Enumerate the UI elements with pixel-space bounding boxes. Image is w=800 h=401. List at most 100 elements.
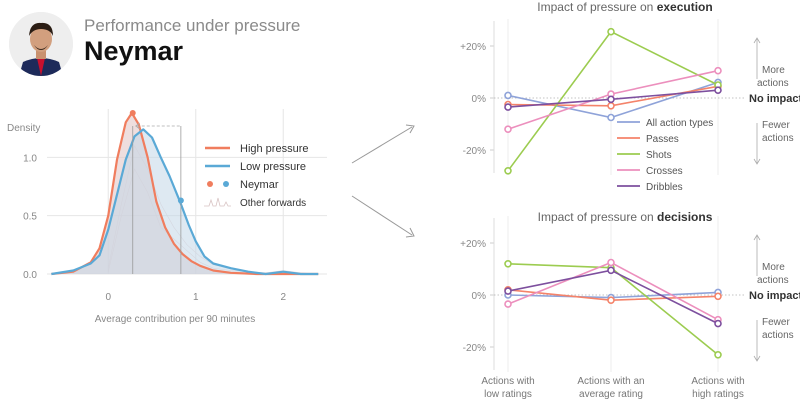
decisions-chart: Impact of pressure on decisions +20% 0% -2… <box>460 210 800 400</box>
arrow-head-execution <box>405 124 415 134</box>
decisions-fewer-label-2: actions <box>762 330 794 341</box>
decisions-ytick-label: +20% <box>460 239 486 250</box>
neymar-high-marker <box>129 110 136 116</box>
execution-chart: Impact of pressure on execution +20% 0% -2… <box>460 0 800 193</box>
category-label-0-line-1: low ratings <box>484 389 532 400</box>
neymar-shift-arrowhead <box>135 122 140 130</box>
density-yticks: 0.0 0.5 1.0 <box>23 153 37 281</box>
decisions-series-shots-point <box>714 350 722 359</box>
execution-fewer-label-2: actions <box>762 133 794 144</box>
legend-dribbles-label: Dribbles <box>646 182 683 193</box>
execution-series-all-action-types-point <box>607 113 615 122</box>
density-xticks: 0 1 2 <box>105 292 286 303</box>
execution-annotations: No impact More actions Fewer actions <box>749 37 800 165</box>
arrow-to-decisions <box>351 195 413 236</box>
legend-high-pressure: High pressure <box>240 143 308 155</box>
execution-no-impact-label: No impact <box>749 93 800 105</box>
legend-neymar-dot-high <box>207 181 213 187</box>
density-ylabel: Density <box>7 123 40 134</box>
execution-series-all-action-types-point <box>504 91 512 100</box>
density-markers <box>129 110 184 274</box>
execution-series-dribbles-point <box>504 103 512 111</box>
density-xtick-label: 0 <box>105 292 111 303</box>
decisions-title: Impact of pressure on decisions <box>538 210 713 224</box>
execution-series-dribbles-point <box>607 95 615 104</box>
decisions-series-dribbles-point <box>714 319 722 328</box>
execution-title-bold: execution <box>657 0 713 14</box>
decisions-series-crosses-point <box>607 258 615 267</box>
execution-title-prefix: Impact of pressure on <box>537 0 656 14</box>
decisions-ytick-label: 0% <box>472 291 487 302</box>
density-legend: High pressure Low pressure Neymar Other … <box>204 143 308 209</box>
execution-ytick-label: +20% <box>460 42 486 53</box>
category-label-1-line-0: Actions with an <box>577 376 644 387</box>
execution-ytick-label: 0% <box>472 94 487 105</box>
decisions-more-label-2: actions <box>757 275 789 286</box>
connector-arrows <box>351 124 415 238</box>
density-line-high <box>51 111 319 276</box>
legend-shots-label: Shots <box>646 150 672 161</box>
page-subtitle: Performance under pressure <box>84 16 301 35</box>
decisions-no-impact-label: No impact <box>749 290 800 302</box>
arrow-head-decisions <box>405 227 415 238</box>
decisions-xtick-labels: Actions with low ratings Actions with an av… <box>481 376 744 400</box>
decisions-series-passes-point <box>607 296 615 305</box>
execution-ytick-label: -20% <box>463 146 486 157</box>
execution-series-crosses-point <box>714 66 722 75</box>
decisions-lines <box>504 258 722 359</box>
execution-series-passes-point <box>607 102 615 110</box>
density-chart: Density 0.0 0.5 1.0 0 1 2 Average contributi… <box>7 109 327 325</box>
execution-legend: All action types Passes Shots Crosses Dribbl… <box>617 118 713 193</box>
decisions-series-shots-line <box>507 263 719 356</box>
execution-series-crosses-point <box>504 125 512 133</box>
execution-lines <box>504 27 722 175</box>
legend-neymar: Neymar <box>240 179 279 191</box>
execution-fewer-label-1: Fewer <box>762 120 790 131</box>
decisions-title-bold: decisions <box>657 210 713 224</box>
category-label-0-line-0: Actions with <box>481 376 534 387</box>
player-photo-icon <box>9 12 73 76</box>
decisions-more-label-1: More <box>762 262 785 273</box>
category-label-2-line-1: high ratings <box>692 389 744 400</box>
execution-more-label-1: More <box>762 65 785 76</box>
category-label-1-line-1: average rating <box>579 389 643 400</box>
category-label-2-line-0: Actions with <box>691 376 744 387</box>
execution-title: Impact of pressure on execution <box>537 0 712 14</box>
decisions-more-arrowhead <box>753 234 761 241</box>
density-ytick-label: 0.5 <box>23 212 37 223</box>
density-xlabel: Average contribution per 90 minutes <box>95 314 255 325</box>
legend-other-forwards-swatch <box>204 197 231 207</box>
legend-passes-label: Passes <box>646 134 679 145</box>
decisions-annotations: No impact More actions Fewer actions <box>749 234 800 362</box>
arrow-to-execution <box>351 126 413 164</box>
legend-all_actions-label: All action types <box>646 118 713 129</box>
player-photo-svg <box>9 12 73 76</box>
decisions-ytick-label: -20% <box>463 343 486 354</box>
decisions-series-shots-point <box>504 259 512 268</box>
density-line-low <box>51 128 319 276</box>
decisions-axes: +20% 0% -20% <box>460 216 745 372</box>
decisions-series-dribbles-point <box>607 266 615 275</box>
legend-neymar-dot-low <box>223 181 229 187</box>
decisions-fewer-label-1: Fewer <box>762 317 790 328</box>
decisions-series-dribbles-point <box>504 287 512 295</box>
execution-series-shots-point <box>607 27 615 36</box>
execution-more-label-2: actions <box>757 78 789 89</box>
density-curves <box>51 111 319 276</box>
decisions-series-crosses-point <box>504 300 512 308</box>
legend-other-forwards: Other forwards <box>240 198 306 209</box>
density-ytick-label: 1.0 <box>23 153 37 164</box>
legend-crosses-label: Crosses <box>646 166 683 177</box>
neymar-low-marker <box>177 197 184 204</box>
density-xtick-label: 1 <box>193 292 199 303</box>
execution-more-arrowhead <box>753 37 761 44</box>
execution-series-shots-point <box>504 167 512 175</box>
density-xtick-label: 2 <box>280 292 286 303</box>
density-area-low <box>51 129 319 274</box>
decisions-fewer-arrowhead <box>753 355 761 362</box>
player-name: Neymar <box>84 36 184 66</box>
density-ytick-label: 0.0 <box>23 270 37 281</box>
decisions-series-passes-point <box>714 292 722 301</box>
